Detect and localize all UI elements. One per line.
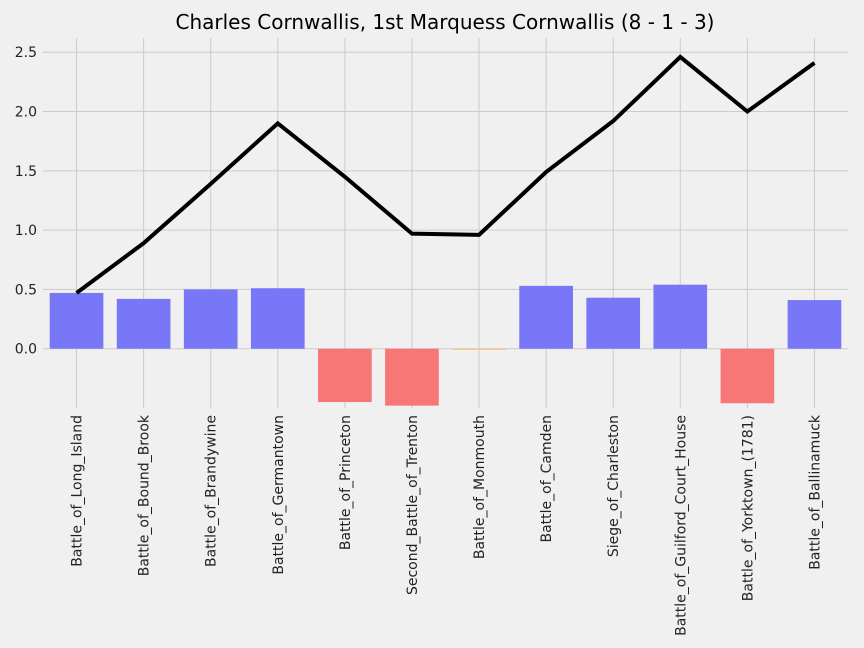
x-tick-label: Battle_of_Ballinamuck bbox=[807, 414, 823, 570]
cumulative-line bbox=[75, 54, 816, 295]
bar-battle-of-yorktown-1781- bbox=[720, 348, 775, 404]
x-tick-label: Battle_of_Germantown bbox=[271, 415, 287, 575]
bar-battle-of-princeton bbox=[318, 348, 372, 403]
y-tick-label: 0.5 bbox=[15, 282, 37, 298]
x-tick-label: Battle_of_Yorktown_(1781) bbox=[740, 415, 756, 601]
bar-battle-of-guilford-court-house bbox=[653, 284, 708, 349]
x-tick-label: Battle_of_Camden bbox=[539, 415, 555, 543]
y-tick-label: 2.5 bbox=[15, 45, 37, 61]
bar-siege-of-charleston bbox=[586, 297, 641, 349]
bar-battle-of-brandywine bbox=[183, 289, 238, 349]
x-tick-label: Battle_of_Monmouth bbox=[472, 415, 488, 559]
bar-battle-of-camden bbox=[519, 285, 573, 349]
x-tick-label: Battle_of_Brandywine bbox=[204, 415, 220, 567]
x-tick-label: Siege_of_Charleston bbox=[606, 415, 622, 557]
bar-battle-of-germantown bbox=[250, 288, 305, 349]
x-axis-ticks: Battle_of_Long_Island Battle_of_Bound_Bro… bbox=[70, 414, 824, 636]
bar-battle-of-bound-brook bbox=[116, 298, 171, 349]
y-axis-ticks: 0.0 0.5 1.0 1.5 2.0 2.5 bbox=[15, 45, 37, 357]
cumulative-line-series bbox=[75, 54, 816, 295]
y-tick-label: 0.0 bbox=[15, 342, 37, 358]
bar-battle-of-long-island bbox=[49, 292, 104, 349]
x-tick-label: Battle_of_Long_Island bbox=[70, 415, 86, 567]
bar-battle-of-ballinamuck bbox=[787, 300, 842, 349]
y-tick-label: 2.0 bbox=[15, 105, 37, 121]
chart-title: Charles Cornwallis, 1st Marquess Cornwal… bbox=[176, 10, 715, 34]
y-tick-label: 1.5 bbox=[15, 164, 37, 180]
x-tick-label: Battle_of_Princeton bbox=[338, 415, 354, 550]
x-tick-label: Second_Battle_of_Trenton bbox=[405, 415, 421, 595]
bar-second-battle-of-trenton bbox=[385, 348, 439, 406]
bar-battle-of-monmouth bbox=[452, 348, 506, 350]
y-tick-label: 1.0 bbox=[15, 223, 37, 239]
bar-series bbox=[49, 284, 842, 406]
x-tick-label: Battle_of_Bound_Brook bbox=[137, 414, 153, 576]
x-tick-label: Battle_of_Guilford_Court_House bbox=[673, 415, 689, 636]
